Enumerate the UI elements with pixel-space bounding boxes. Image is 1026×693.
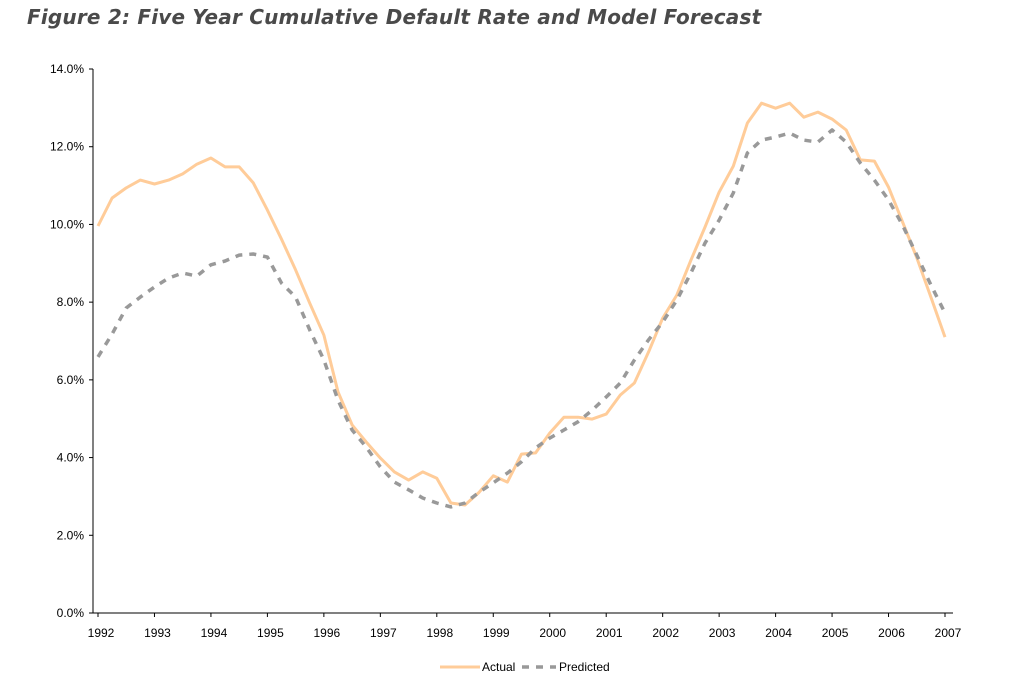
y-tick-label: 12.0%: [50, 140, 84, 154]
y-tick-label: 14.0%: [50, 62, 84, 76]
x-tick-label: 2003: [709, 626, 736, 640]
y-tick-label: 6.0%: [57, 373, 85, 387]
figure-title: Figure 2: Five Year Cumulative Default R…: [27, 5, 762, 29]
x-tick-label: 1995: [257, 626, 284, 640]
series-line-predicted: [96, 128, 947, 509]
legend-label-predicted: Predicted: [559, 660, 610, 674]
x-tick-label: 1996: [314, 626, 341, 640]
y-tick-label: 4.0%: [57, 451, 85, 465]
x-tick-label: 1999: [483, 626, 510, 640]
x-tick-label: 2007: [935, 626, 962, 640]
legend-label-actual: Actual: [482, 660, 515, 674]
y-tick-label: 8.0%: [57, 295, 85, 309]
x-tick-label: 2002: [652, 626, 679, 640]
x-tick-label: 2006: [878, 626, 905, 640]
x-tick-label: 1993: [144, 626, 171, 640]
x-tick-label: 1998: [426, 626, 453, 640]
y-tick-label: 10.0%: [50, 217, 84, 231]
x-tick-label: 2001: [596, 626, 623, 640]
x-tick-label: 1992: [88, 626, 115, 640]
y-tick-label: 0.0%: [57, 606, 85, 620]
x-tick-label: 1997: [370, 626, 397, 640]
x-tick-label: 2005: [822, 626, 849, 640]
x-tick-label: 1994: [201, 626, 228, 640]
y-tick-label: 2.0%: [57, 528, 85, 542]
x-tick-label: 2000: [539, 626, 566, 640]
x-tick-label: 2004: [765, 626, 792, 640]
series-line-actual: [96, 101, 947, 507]
